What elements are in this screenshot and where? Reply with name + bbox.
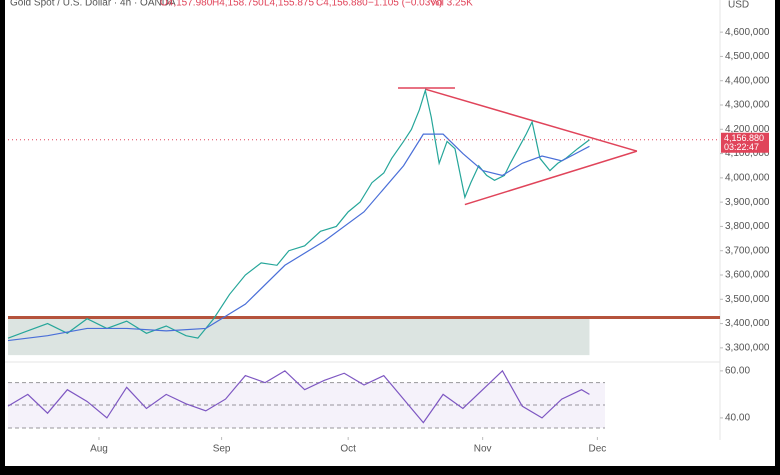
price-box <box>721 132 769 153</box>
series-line <box>7 133 590 342</box>
volume: Vol 3.25K <box>430 0 473 9</box>
ohlc-high: H4,158.750 <box>212 0 264 9</box>
header: Gold Spot / U.S. Dollar · 4h · OANDA O4,… <box>10 0 749 11</box>
countdown: 03:22:47 <box>724 142 759 152</box>
y-tick-label: 4,200,000 <box>725 124 770 135</box>
y-tick-label: 3,900,000 <box>725 197 770 208</box>
x-tick-label: Aug <box>90 444 108 455</box>
x-tick-label: Sep <box>213 444 231 455</box>
series-line <box>7 88 590 339</box>
rsi-band <box>8 382 605 429</box>
x-tick-label: Oct <box>340 444 356 455</box>
y-tick-label: 4,400,000 <box>725 75 770 86</box>
price-label: 4,156.880 <box>724 133 764 143</box>
ohlc-low: L4,155.875 <box>264 0 314 9</box>
background <box>5 0 775 466</box>
change: −1.105 (−0.03%) <box>368 0 443 9</box>
y-tick-label: 40.00 <box>725 413 750 424</box>
y-tick-label: 3,600,000 <box>725 270 770 281</box>
y-tick-label: 3,800,000 <box>725 221 770 232</box>
symbol: Gold Spot / U.S. Dollar · 4h · OANDA <box>10 0 176 9</box>
trend-line <box>425 88 638 152</box>
y-tick-label: 4,600,000 <box>725 27 770 38</box>
ohlc-close: C4,156.880 <box>316 0 368 9</box>
currency: USD <box>728 0 749 11</box>
zone <box>8 317 590 356</box>
y-tick-label: 3,500,000 <box>725 294 770 305</box>
y-tick-label: 3,700,000 <box>725 245 770 256</box>
y-tick-label: 4,000,000 <box>725 172 770 183</box>
y-tick-label: 4,300,000 <box>725 100 770 111</box>
y-tick-label: 3,300,000 <box>725 342 770 353</box>
x-tick-label: Nov <box>474 444 492 455</box>
y-tick-label: 60.00 <box>725 366 750 377</box>
trend-line <box>464 150 638 206</box>
series-line <box>7 369 590 424</box>
y-tick-label: 3,400,000 <box>725 318 770 329</box>
ohlc-open: O4,157.980 <box>160 0 213 9</box>
y-tick-label: 4,500,000 <box>725 51 770 62</box>
y-tick-label: 4,100,000 <box>725 148 770 159</box>
x-tick-label: Dec <box>588 444 606 455</box>
